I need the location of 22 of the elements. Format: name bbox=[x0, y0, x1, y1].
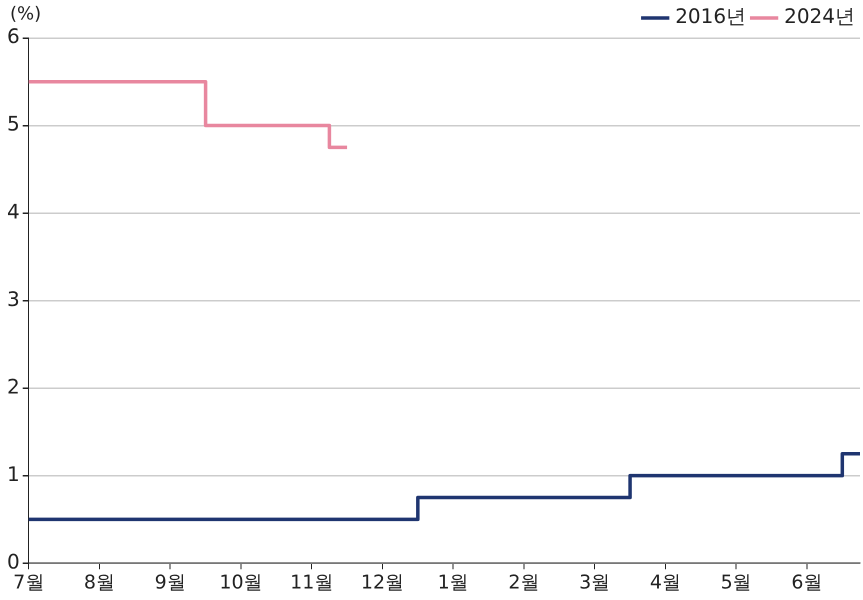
x-tick-label: 5월 bbox=[720, 572, 752, 594]
y-tick-label: 4 bbox=[6, 199, 20, 224]
x-tick-label: 6월 bbox=[791, 572, 822, 594]
x-tick-label: 11월 bbox=[290, 572, 334, 594]
x-tick-label: 8월 bbox=[84, 572, 116, 594]
legend-label: 2016년 bbox=[675, 4, 746, 28]
x-tick-label: 1월 bbox=[438, 572, 469, 594]
legend-label: 2024년 bbox=[784, 4, 856, 28]
x-tick-label: 9월 bbox=[154, 572, 186, 594]
x-tick-label: 7월 bbox=[13, 572, 44, 594]
y-tick-label: 1 bbox=[6, 462, 20, 486]
y-tick-label: 0 bbox=[6, 549, 20, 574]
y-tick-label: 5 bbox=[6, 112, 20, 136]
x-tick-label: 2월 bbox=[508, 572, 540, 594]
x-tick-label: 4월 bbox=[650, 572, 681, 594]
y-tick-label: 6 bbox=[6, 24, 20, 48]
y-tick-label: 3 bbox=[6, 286, 20, 311]
x-tick-label: 12월 bbox=[360, 572, 404, 594]
x-tick-label: 3월 bbox=[579, 572, 610, 594]
y-axis-title: (%) bbox=[10, 4, 42, 25]
y-tick-label: 2 bbox=[6, 374, 20, 398]
x-tick-label: 10월 bbox=[219, 572, 263, 594]
